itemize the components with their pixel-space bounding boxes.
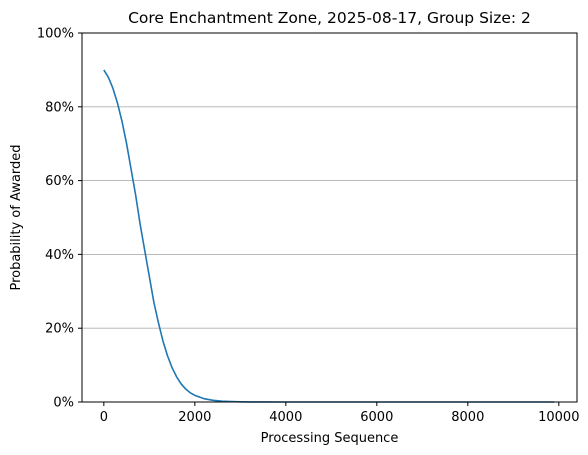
series-lines — [103, 69, 555, 403]
plot-frame — [81, 32, 578, 403]
y-tick-label: 100% — [37, 27, 74, 42]
axes-frame — [81, 32, 578, 403]
x-tick-label: 0 — [100, 410, 108, 425]
x-tick-label: 6000 — [360, 410, 393, 425]
y-tick-label: 40% — [45, 248, 74, 263]
x-tick-label: 10000 — [538, 410, 579, 425]
gridlines — [82, 106, 577, 329]
y-tick-label: 80% — [45, 100, 74, 115]
y-tick-label: 0% — [53, 396, 74, 411]
x-axis-ticks: 0 2000 4000 6000 8000 10000 — [100, 402, 579, 425]
y-axis-ticks: 0% 20% 40% 60% 80% 100% — [37, 27, 82, 411]
x-axis-label: Processing Sequence — [261, 431, 399, 446]
y-axis-label: Probability of Awarded — [9, 144, 24, 290]
series-line — [103, 69, 555, 403]
x-tick-label: 8000 — [451, 410, 484, 425]
x-tick-label: 4000 — [269, 410, 302, 425]
x-tick-label: 2000 — [178, 410, 211, 425]
y-tick-label: 20% — [45, 322, 74, 337]
y-tick-label: 60% — [45, 174, 74, 189]
chart-title: Core Enchantment Zone, 2025-08-17, Group… — [128, 9, 531, 27]
